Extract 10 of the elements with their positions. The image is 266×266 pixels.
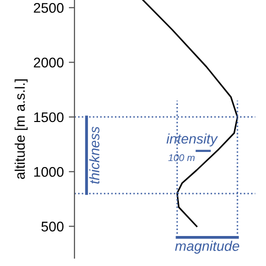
y-tick-label: 1000 [34,166,64,177]
y-tick-label: 2000 [34,58,64,68]
annotation: magnitude [175,240,240,254]
y-axis-title: altitude [m a.s.l.] [14,79,28,179]
y-tick-label: 1500 [34,112,64,122]
annotation: thickness [89,126,100,184]
annotation: intensity [166,133,218,146]
annotation: 100 m [168,154,195,162]
y-tick-label: 2500 [34,2,64,13]
y-tick-label: 500 [41,222,64,232]
